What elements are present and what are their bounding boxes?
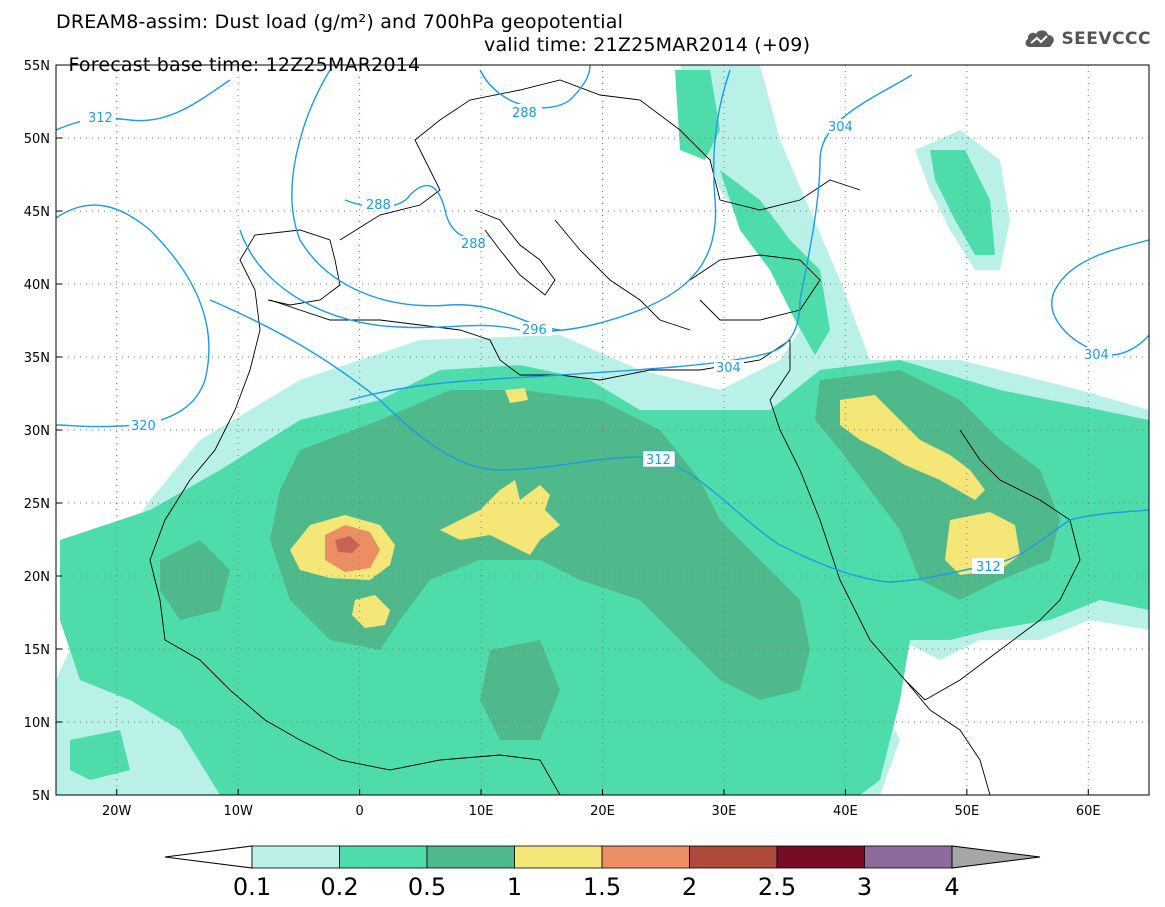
contour-label: 288 <box>512 106 537 121</box>
dust-level-0-5 <box>160 540 230 620</box>
dust-level-0-5 <box>270 390 810 700</box>
colorbar-label: 4 <box>944 873 960 901</box>
colorbar-label: 1 <box>506 873 523 901</box>
colorbar-label: 3 <box>856 873 873 901</box>
coastline-europe <box>339 79 861 241</box>
dust-level-0-2 <box>70 730 130 780</box>
contour-312 <box>209 299 1149 583</box>
colorbar-label: 2 <box>681 873 698 901</box>
contour-label: 320 <box>131 419 156 434</box>
contour-288-west <box>291 69 561 331</box>
coastline-italy <box>474 209 556 296</box>
coastline-west-africa <box>149 289 561 795</box>
colorbar-segment <box>514 845 603 869</box>
dust-level-1 <box>440 480 560 555</box>
lon-label: 10E <box>469 804 494 819</box>
contour-label: 296 <box>522 323 547 338</box>
colorbar-extend-low <box>164 845 253 869</box>
contour-label: 312 <box>88 111 113 126</box>
dust-level-0-2 <box>720 170 830 355</box>
contour-label: 312 <box>646 453 671 468</box>
lon-label: 60E <box>1076 804 1101 819</box>
lat-label: 10N <box>24 716 50 731</box>
coastline-turkey <box>689 254 821 321</box>
colorbar-segment <box>339 845 428 869</box>
map-title: DREAM8-assim: Dust load (g/m²) and 700hP… <box>56 11 624 33</box>
dust-level-1 <box>505 388 528 403</box>
seevccc-logo: SEEVCCC <box>1023 24 1151 54</box>
colorbar-segment <box>251 845 340 869</box>
lat-label: 55N <box>24 59 50 74</box>
contour-label: 304 <box>716 361 741 376</box>
contour-296 <box>239 69 731 332</box>
colorbar-segment <box>864 845 953 869</box>
contour-320-west <box>56 204 210 428</box>
lat-lon-grid <box>56 65 1149 795</box>
valid-time: valid time: 21Z25MAR2014 (+09) <box>484 34 811 56</box>
contour-304 <box>349 74 913 401</box>
contour-label: 304 <box>828 120 853 135</box>
lon-label: 40E <box>833 804 858 819</box>
contour-304-east <box>1051 239 1149 356</box>
coastline-levant-red-sea <box>769 340 926 701</box>
lat-label: 35N <box>24 351 50 366</box>
logo-text: SEEVCCC <box>1061 29 1151 49</box>
lat-label: 20N <box>24 570 50 585</box>
colorbar-segment <box>776 845 865 869</box>
lon-label: 30E <box>712 804 737 819</box>
lat-label: 45N <box>24 205 50 220</box>
longitude-axis: 20W 10W 0 10E 20E 30E 40E 50E 60E <box>102 789 1101 819</box>
colorbar-extend-high <box>951 845 1041 869</box>
dust-level-0-2 <box>930 150 995 255</box>
colorbar <box>164 845 1041 869</box>
lon-label: 0 <box>355 804 363 819</box>
dust-level-1 <box>840 395 985 500</box>
coastline-horn-africa <box>904 679 991 795</box>
contour-label: 288 <box>461 237 486 252</box>
dust-level-2 <box>335 536 360 553</box>
coastline-north-africa <box>269 299 791 381</box>
contour-labels: 312 288 288 288 296 304 304 320 312 312 … <box>80 104 1112 575</box>
lon-label: 20W <box>102 804 132 819</box>
colorbar-segment <box>426 845 515 869</box>
lat-label: 30N <box>24 424 50 439</box>
contour-label: 304 <box>1084 348 1109 363</box>
colorbar-label: 0.2 <box>320 873 359 901</box>
contour-288-north <box>479 65 591 109</box>
colorbar-segment <box>689 845 778 869</box>
cloud-logo-icon <box>1025 30 1055 47</box>
lat-label: 40N <box>24 278 50 293</box>
dust-level-0-5 <box>480 640 560 740</box>
colorbar-label: 0.1 <box>232 873 272 901</box>
lon-label: 10W <box>223 804 253 819</box>
colorbar-label: 2.5 <box>757 873 797 901</box>
geopotential-contours <box>56 65 1149 583</box>
lat-label: 5N <box>32 789 50 804</box>
lat-label: 15N <box>24 643 50 658</box>
contour-label: 288 <box>366 198 391 213</box>
coastline-arabia <box>924 429 1081 701</box>
colorbar-label: 1.5 <box>582 873 622 901</box>
coastlines <box>149 79 1081 795</box>
lat-label: 50N <box>24 132 50 147</box>
colorbar-segment <box>601 845 690 869</box>
lon-label: 20E <box>590 804 615 819</box>
latitude-axis: 55N 50N 45N 40N 35N 30N 25N 20N 15N 10N 5N <box>24 59 62 804</box>
lon-label: 50E <box>954 804 979 819</box>
coastline-balkans <box>554 219 691 331</box>
contour-label: 312 <box>976 560 1001 575</box>
dust-level-1 <box>352 595 390 628</box>
lat-label: 25N <box>24 497 50 512</box>
colorbar-label: 0.5 <box>407 873 447 901</box>
